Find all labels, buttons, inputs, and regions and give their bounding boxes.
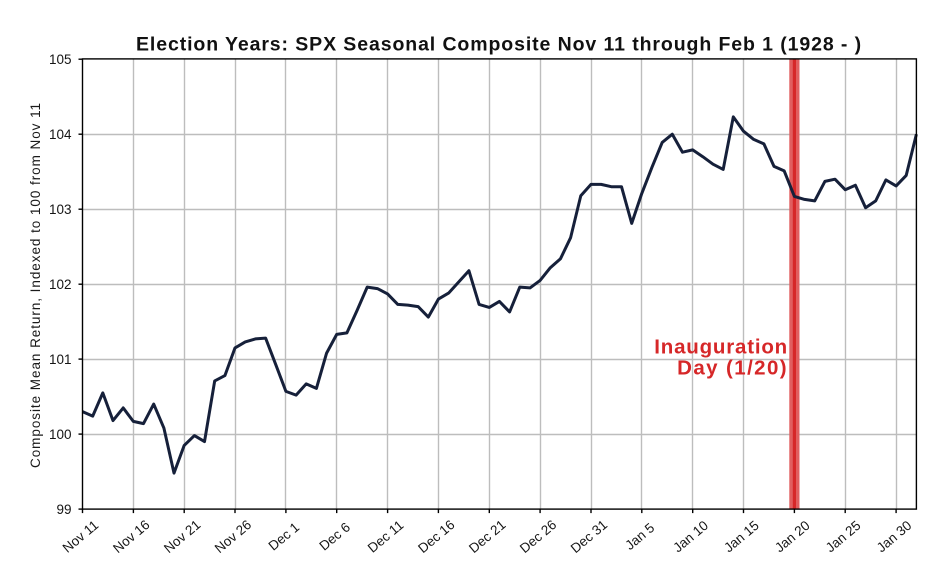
svg-text:104: 104 [49, 127, 72, 142]
svg-text:Election Years: SPX Seasonal C: Election Years: SPX Seasonal Composite N… [136, 34, 862, 56]
svg-text:101: 101 [49, 352, 72, 367]
svg-text:102: 102 [49, 277, 72, 292]
svg-text:100: 100 [49, 427, 72, 442]
svg-text:Inauguration: Inauguration [654, 336, 788, 359]
svg-text:99: 99 [56, 502, 71, 517]
svg-text:Day (1/20): Day (1/20) [677, 357, 788, 380]
svg-text:Composite Mean Return, Indexed: Composite Mean Return, Indexed to 100 fr… [28, 102, 43, 468]
svg-text:103: 103 [49, 202, 72, 217]
svg-text:105: 105 [49, 52, 72, 67]
